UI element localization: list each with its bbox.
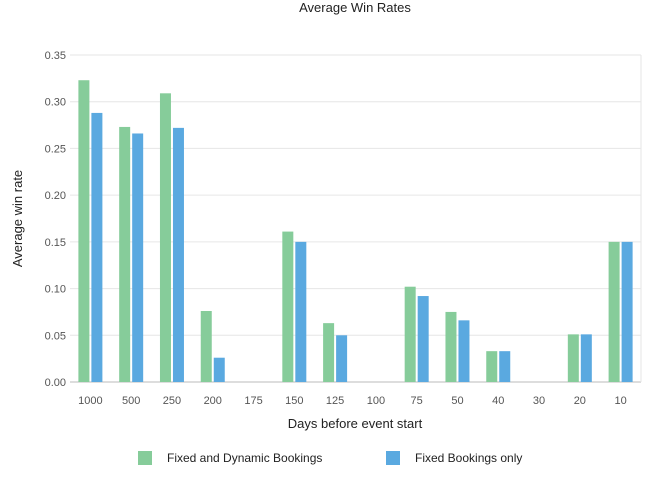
x-tick-label: 20 [574,395,586,407]
bar-fixed-only-1000 [91,112,103,382]
legend-label-fixed-only: Fixed Bookings only [415,451,522,465]
bar-fixed-only-500 [132,133,144,382]
bar-fixed-and-dynamic-500 [119,126,131,382]
bar-fixed-and-dynamic-40 [486,351,498,382]
x-tick-label: 100 [367,395,385,407]
bar-fixed-and-dynamic-125 [323,323,335,382]
y-tick-label: 0.10 [45,284,66,296]
x-axis-label: Days before event start [288,416,423,431]
x-tick-label: 30 [533,395,545,407]
grid-layer [70,54,642,383]
x-tick-label: 250 [163,395,181,407]
bar-fixed-only-40 [499,351,511,382]
y-tick-label: 0.05 [45,330,66,342]
y-tick-label: 0.20 [45,190,66,202]
bar-fixed-and-dynamic-250 [159,93,171,382]
x-tick-label: 175 [244,395,262,407]
bar-fixed-only-50 [458,320,470,382]
bar-fixed-only-200 [213,357,225,382]
bar-fixed-and-dynamic-150 [282,231,294,382]
legend: Fixed and Dynamic Bookings Fixed Booking… [138,451,522,465]
x-tick-label: 75 [411,395,423,407]
x-tick-label: 200 [204,395,222,407]
y-ticks: 0.00 0.05 0.10 0.15 0.20 0.25 0.30 0.35 [45,50,66,389]
y-tick-label: 0.25 [45,143,66,155]
bar-fixed-and-dynamic-1000 [78,80,90,383]
bar-fixed-only-150 [295,241,307,382]
bar-fixed-and-dynamic-20 [567,334,579,382]
legend-label-fixed-and-dynamic: Fixed and Dynamic Bookings [167,451,322,465]
x-tick-label: 40 [492,395,504,407]
y-tick-label: 0.15 [45,237,66,249]
bar-fixed-only-125 [336,335,348,382]
x-ticks: 1000 500 250 200 175 150 125 100 75 50 40 30 20 10 [78,395,627,407]
bar-fixed-and-dynamic-50 [445,311,457,382]
y-axis-label: Average win rate [10,170,25,267]
y-tick-label: 0.00 [45,377,66,389]
legend-swatch-fixed-and-dynamic [138,451,152,465]
bar-fixed-only-20 [580,334,592,382]
y-tick-label: 0.30 [45,97,66,109]
bar-fixed-only-10 [621,241,633,382]
x-tick-label: 500 [122,395,140,407]
y-tick-label: 0.35 [45,50,66,62]
legend-swatch-fixed-only [386,451,400,465]
bar-fixed-and-dynamic-10 [608,241,620,382]
x-tick-label: 10 [614,395,626,407]
chart-title: Average Win Rates [299,0,411,15]
bars-layer [78,80,633,383]
bar-fixed-and-dynamic-200 [200,310,212,382]
x-tick-label: 50 [451,395,463,407]
x-tick-label: 1000 [78,395,102,407]
bar-fixed-only-250 [172,127,184,382]
bar-fixed-and-dynamic-75 [404,286,416,382]
bar-fixed-only-75 [417,296,429,382]
x-tick-label: 150 [285,395,303,407]
x-tick-label: 125 [326,395,344,407]
